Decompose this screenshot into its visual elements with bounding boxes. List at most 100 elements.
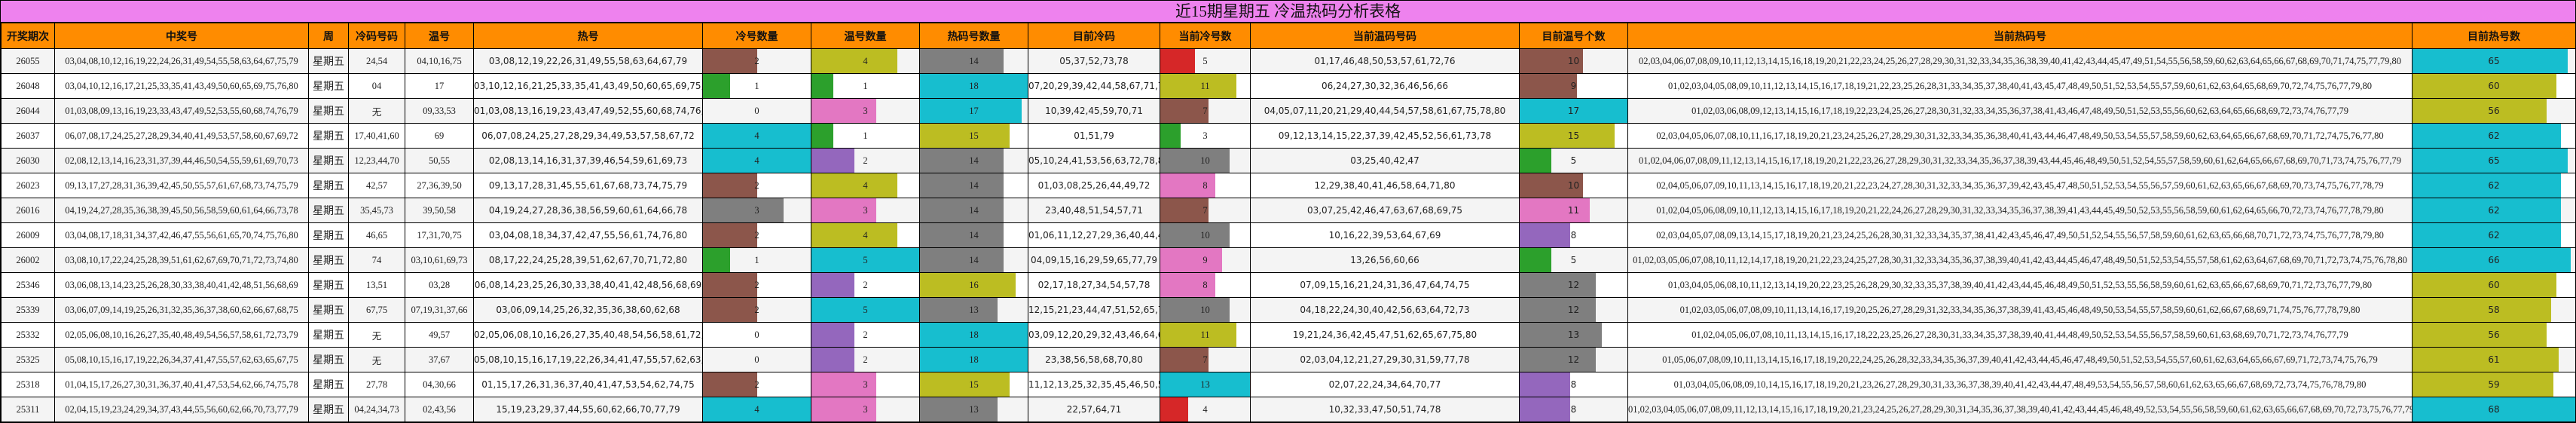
- period-cell: 26030: [1, 148, 55, 173]
- data-bar-fill: [1520, 298, 1596, 322]
- bar-value: 4: [863, 229, 868, 241]
- warm-numbers-cell: 39,50,58: [405, 198, 474, 223]
- data-bar-fill: [703, 223, 757, 247]
- current-warm-cell: 19,21,24,36,42,45,47,51,62,65,67,75,80: [1250, 322, 1520, 348]
- data-bar-fill: [811, 273, 855, 297]
- winning-numbers-cell: 01,03,08,09,13,16,19,23,33,43,47,49,52,5…: [54, 98, 309, 124]
- weekday-cell: 星期五: [308, 173, 349, 198]
- bar-value: 2: [863, 354, 868, 365]
- cold-count-bar: 3: [702, 198, 811, 223]
- warm-count-bar: 5: [811, 297, 920, 323]
- current-warm-cell: 04,18,22,24,30,40,42,56,63,64,72,73: [1250, 297, 1520, 323]
- data-bar-fill: [2413, 124, 2561, 148]
- current-cold-count-bar: 4: [1160, 397, 1251, 422]
- data-bar-fill: [1160, 372, 1250, 397]
- current-cold-cell: 01,06,11,12,27,29,36,40,44,48: [1028, 222, 1160, 248]
- current-cold-count-bar: 7: [1160, 198, 1251, 223]
- table-row: 26016 04,19,24,27,28,35,36,38,39,45,50,5…: [1, 198, 2576, 223]
- cold-count-bar: 2: [702, 272, 811, 298]
- current-hot-cell: 01,02,03,04,05,06,07,08,09,11,12,13,14,1…: [1627, 397, 2413, 422]
- bar-value: 60: [2488, 80, 2500, 91]
- current-hot-cell: 01,02,03,06,08,09,12,13,14,15,16,17,18,1…: [1627, 98, 2413, 124]
- hot-count-bar: 17: [919, 98, 1028, 124]
- current-warm-cell: 02,07,22,24,34,64,70,77: [1250, 372, 1520, 397]
- warm-numbers-cell: 37,67: [405, 347, 474, 372]
- current-cold-cell: 23,40,48,51,54,57,71: [1028, 198, 1160, 223]
- data-bar-fill: [811, 149, 855, 173]
- data-bar-fill: [703, 198, 784, 222]
- current-cold-cell: 04,09,15,16,29,59,65,77,79: [1028, 247, 1160, 273]
- bar-value: 3: [754, 204, 759, 216]
- data-bar-fill: [1160, 223, 1230, 247]
- hot-count-bar: 16: [919, 272, 1028, 298]
- warm-numbers-cell: 17: [405, 73, 474, 99]
- bar-value: 12: [1567, 304, 1580, 315]
- bar-value: 18: [969, 329, 979, 340]
- bar-value: 59: [2488, 379, 2500, 390]
- warm-count-bar: 2: [811, 347, 920, 372]
- bar-value: 2: [754, 55, 759, 66]
- warm-numbers-cell: 07,19,31,37,66: [405, 297, 474, 323]
- current-cold-count-bar: 11: [1160, 322, 1251, 348]
- current-hot-cell: 02,04,05,06,07,09,10,11,13,14,15,16,17,1…: [1627, 173, 2413, 198]
- cold-numbers-cell: 46,65: [348, 222, 405, 248]
- weekday-cell: 星期五: [308, 347, 349, 372]
- data-bar-fill: [703, 149, 811, 173]
- bar-value: 3: [1202, 130, 1208, 141]
- current-hot-cell: 01,05,06,07,08,09,10,11,13,14,15,16,17,1…: [1627, 347, 2413, 372]
- bar-value: 10: [1200, 304, 1210, 315]
- current-warm-cell: 13,26,56,60,66: [1250, 247, 1520, 273]
- bar-value: 2: [754, 379, 759, 390]
- hot-numbers-cell: 15,19,23,29,37,44,55,60,62,66,70,77,79: [473, 397, 703, 422]
- cold-numbers-cell: 67,75: [348, 297, 405, 323]
- current-warm-count-bar: 12: [1519, 297, 1628, 323]
- hot-count-bar: 15: [919, 123, 1028, 149]
- data-bar-fill: [920, 348, 1028, 372]
- warm-count-bar: 1: [811, 123, 920, 149]
- bar-value: 1: [754, 80, 759, 91]
- winning-numbers-cell: 03,06,07,09,14,19,25,26,31,32,35,36,37,3…: [54, 297, 309, 323]
- current-hot-cell: 01,02,03,04,05,08,09,10,11,12,13,14,15,1…: [1627, 73, 2413, 99]
- header-cold-count: 冷号数量: [702, 23, 811, 49]
- bar-value: 13: [1567, 329, 1580, 340]
- bar-value: 7: [1202, 105, 1208, 116]
- data-bar-fill: [1160, 248, 1223, 272]
- period-cell: 26048: [1, 73, 55, 99]
- cold-count-bar: 2: [702, 372, 811, 397]
- period-cell: 26044: [1, 98, 55, 124]
- winning-numbers-cell: 02,08,12,13,14,16,23,31,37,39,44,46,50,5…: [54, 148, 309, 173]
- data-bar-fill: [920, 124, 1010, 148]
- data-bar-fill: [2413, 298, 2552, 322]
- current-cold-count-bar: 10: [1160, 222, 1251, 248]
- header-current-hot: 当前热码号: [1627, 23, 2413, 49]
- cold-count-bar: 2: [702, 297, 811, 323]
- hot-count-bar: 14: [919, 222, 1028, 248]
- bar-value: 68: [2488, 403, 2500, 415]
- hot-numbers-cell: 06,07,08,24,25,27,28,29,34,49,53,57,58,6…: [473, 123, 703, 149]
- data-bar-fill: [811, 74, 833, 98]
- current-cold-count-bar: 10: [1160, 297, 1251, 323]
- data-bar-fill: [920, 149, 1004, 173]
- cold-numbers-cell: 04,24,34,73: [348, 397, 405, 422]
- period-cell: 26023: [1, 173, 55, 198]
- cold-count-bar: 2: [702, 48, 811, 74]
- warm-numbers-cell: 49,57: [405, 322, 474, 348]
- hot-numbers-cell: 04,19,24,27,28,36,38,56,59,60,61,64,66,7…: [473, 198, 703, 223]
- current-cold-count-bar: 9: [1160, 247, 1251, 273]
- header-hot-numbers: 热号: [473, 23, 703, 49]
- bar-value: 13: [969, 304, 979, 315]
- bar-value: 15: [969, 379, 979, 390]
- bar-value: 62: [2488, 130, 2500, 141]
- warm-numbers-cell: 04,10,16,75: [405, 48, 474, 74]
- bar-value: 62: [2488, 204, 2500, 216]
- bar-value: 2: [863, 329, 868, 340]
- current-warm-cell: 03,25,40,42,47: [1250, 148, 1520, 173]
- hot-numbers-cell: 03,04,08,18,34,37,42,47,55,56,61,74,76,8…: [473, 222, 703, 248]
- current-hot-count-bar: 62: [2412, 222, 2576, 248]
- data-bar-fill: [811, 198, 876, 222]
- header-warm-count: 温号数量: [811, 23, 920, 49]
- warm-count-bar: 3: [811, 372, 920, 397]
- bar-value: 65: [2488, 55, 2500, 66]
- data-bar-fill: [811, 323, 855, 347]
- bar-value: 5: [1202, 55, 1208, 66]
